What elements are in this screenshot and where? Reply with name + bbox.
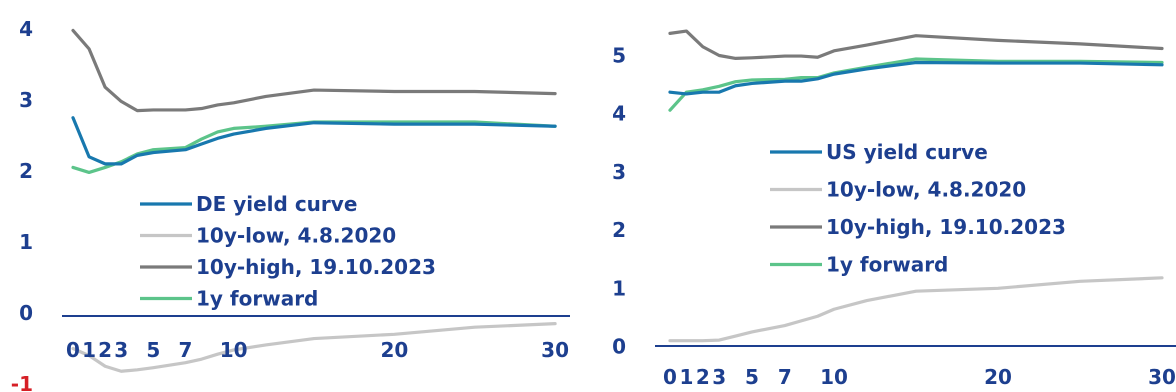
de-series-10y-low-4-8-2020: [71, 322, 557, 373]
us-series-10y-high-19-10-2023: [668, 29, 1164, 61]
x-tick-label: 1: [82, 338, 96, 362]
y-tick-label: -1: [11, 372, 33, 392]
y-tick-label: 4: [19, 17, 33, 41]
us-series-1y-forward: [668, 57, 1164, 112]
y-tick-label: 0: [19, 301, 33, 325]
legend-label: 10y-high, 19.10.2023: [196, 255, 436, 279]
x-tick-label: 20: [380, 338, 408, 362]
us-series-10y-low-4-8-2020: [668, 276, 1164, 343]
x-tick-label: 30: [541, 338, 569, 362]
x-tick-label: 3: [114, 338, 128, 362]
de-yield-chart: 4 3 2 1 0 -1 0 1 2 3 5 7 10 20 30 DE yield curve 10y-low…: [11, 17, 570, 392]
x-tick-label: 5: [745, 365, 759, 389]
y-tick-label: 5: [612, 44, 626, 68]
y-tick-label: 3: [19, 88, 33, 112]
y-tick-label: 0: [612, 335, 626, 359]
x-tick-label: 0: [66, 338, 80, 362]
x-tick-label: 20: [984, 365, 1012, 389]
x-tick-label: 0: [663, 365, 677, 389]
x-tick-label: 3: [712, 365, 726, 389]
x-tick-label: 1: [679, 365, 693, 389]
x-tick-label: 2: [98, 338, 112, 362]
de-series-de-yield-curve: [71, 116, 557, 166]
y-tick-label: 4: [612, 102, 626, 126]
legend-label: DE yield curve: [196, 192, 357, 216]
legend-label: 10y-low, 4.8.2020: [196, 224, 396, 248]
x-tick-label: 10: [820, 365, 848, 389]
y-tick-label: 2: [19, 159, 33, 183]
x-tick-label: 10: [220, 338, 248, 362]
x-tick-label: 7: [778, 365, 792, 389]
us-yield-chart: 5 4 3 2 1 0 0 1 2 3 5 7 10 20 30 US yield curve 10y-low,…: [588, 0, 1176, 392]
y-tick-label: 1: [612, 276, 626, 300]
y-tick-label: 2: [612, 218, 626, 242]
y-tick-label: 3: [612, 160, 626, 184]
us-series-us-yield-curve: [668, 60, 1164, 96]
legend-label: 1y forward: [826, 253, 948, 277]
x-tick-label: 2: [696, 365, 710, 389]
x-tick-label: 30: [1148, 365, 1176, 389]
y-tick-label: 1: [19, 230, 33, 254]
legend-label: 10y-low, 4.8.2020: [826, 178, 1026, 202]
legend-label: 10y-high, 19.10.2023: [826, 215, 1066, 239]
de-series-1y-forward: [71, 120, 557, 175]
x-tick-label: 5: [146, 338, 160, 362]
legend-label: US yield curve: [826, 140, 988, 164]
de-series-10y-high-19-10-2023: [71, 28, 557, 113]
legend-label: 1y forward: [196, 287, 318, 311]
x-tick-label: 7: [179, 338, 193, 362]
